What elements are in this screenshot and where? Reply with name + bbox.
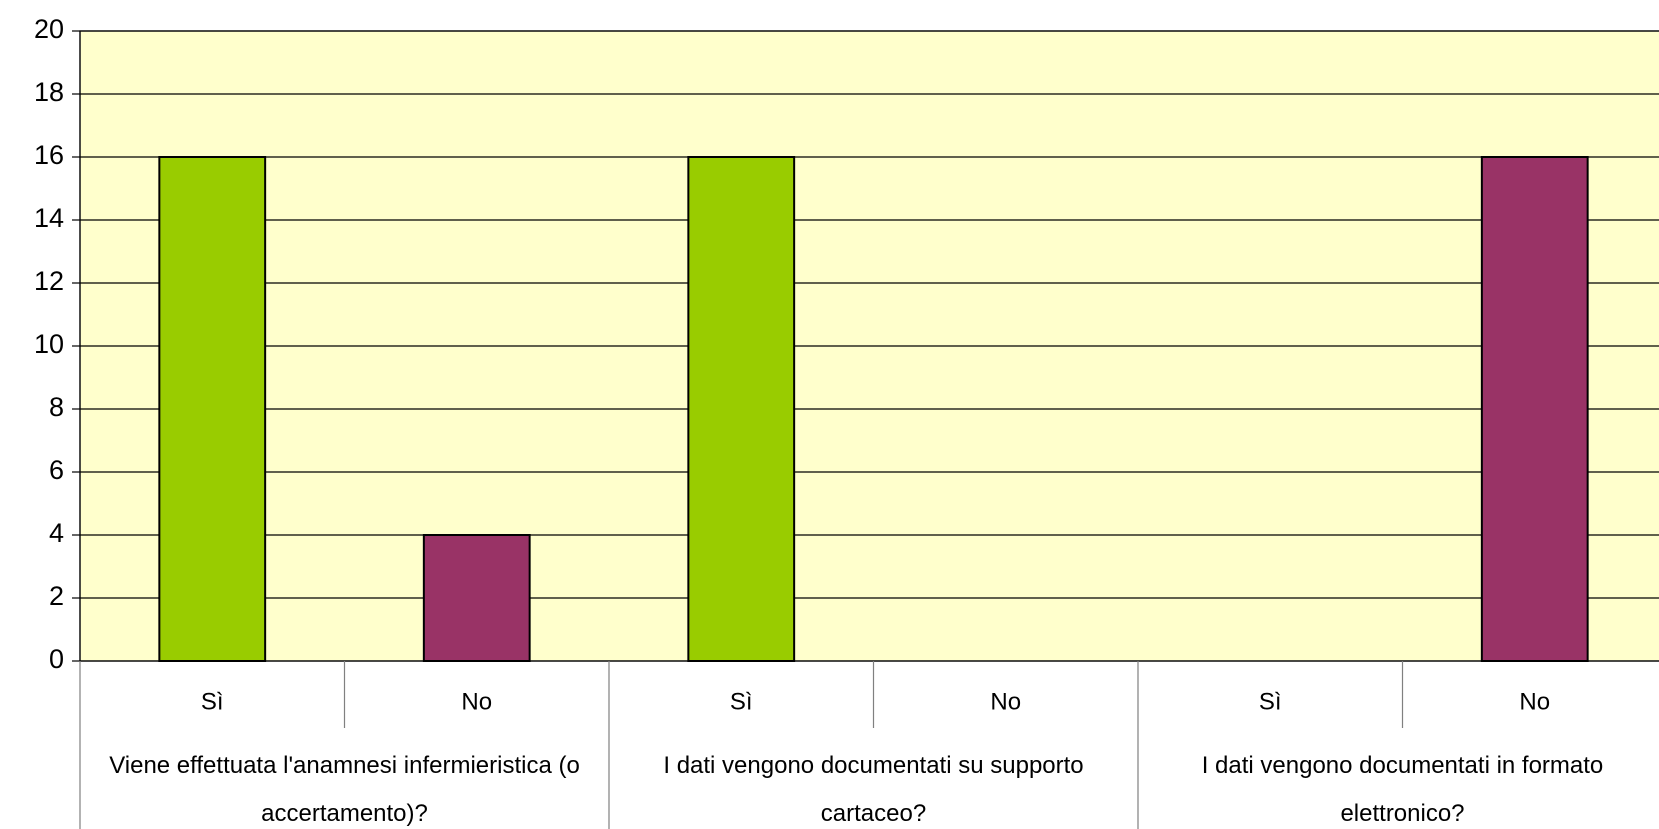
y-tick-label: 2 (49, 581, 64, 611)
y-tick-label: 0 (49, 644, 64, 674)
y-tick-label: 10 (34, 329, 64, 359)
bar (422, 534, 531, 662)
y-tick-label: 6 (49, 455, 64, 485)
y-tick-label: 18 (34, 77, 64, 107)
y-tick-label: 8 (49, 392, 64, 422)
x-tick-label: No (990, 688, 1021, 715)
y-tick-label: 14 (34, 203, 64, 233)
y-tick-label: 20 (34, 14, 64, 44)
bar (687, 156, 796, 662)
x-tick-label: Sì (730, 688, 753, 715)
y-tick-label: 12 (34, 266, 64, 296)
y-tick-label: 4 (49, 518, 64, 548)
x-tick-label: No (1519, 688, 1550, 715)
x-tick-label: No (461, 688, 492, 715)
group-label: Viene effettuata l'anamnesi infermierist… (109, 752, 580, 827)
group-label: I dati vengono documentati su supporto c… (663, 752, 1084, 827)
x-tick-label: Sì (1259, 688, 1282, 715)
y-tick-label: 16 (34, 140, 64, 170)
x-tick-label: Sì (201, 688, 224, 715)
bar (158, 156, 267, 662)
group-label: I dati vengono documentati in formato el… (1201, 752, 1604, 827)
bar (1480, 156, 1589, 662)
